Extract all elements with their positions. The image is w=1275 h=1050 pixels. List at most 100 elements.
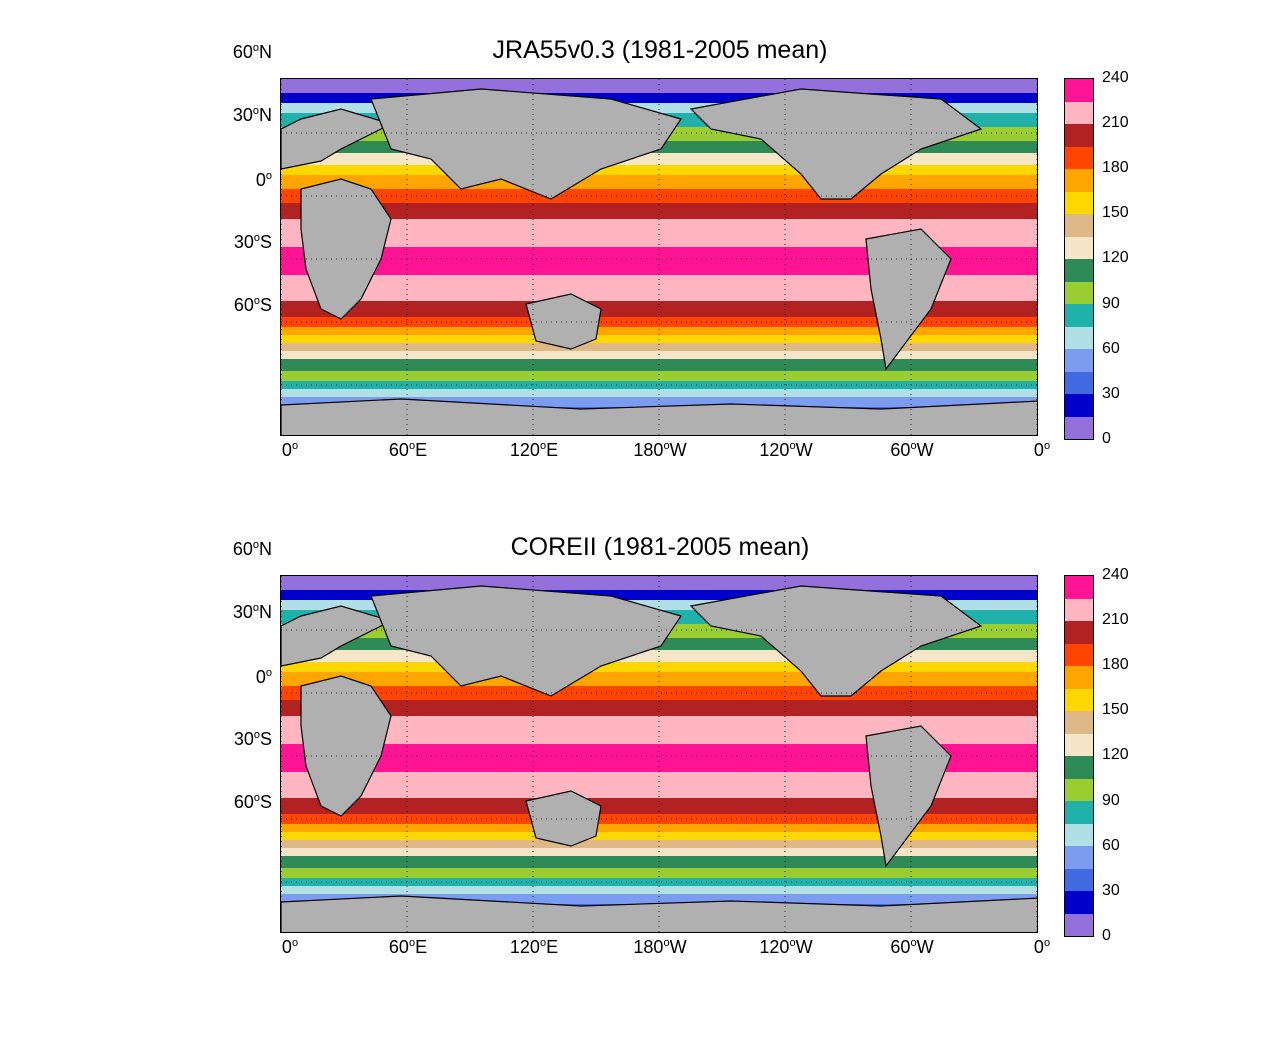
lon-tick-0-end: 0o	[1033, 440, 1051, 460]
land-mass	[281, 398, 1037, 435]
lat-tick-30s: 30oS	[233, 232, 272, 252]
lat-tick-30s: 30oS	[233, 729, 272, 749]
colorbar-label: 120	[1102, 746, 1129, 763]
ocean-field-band	[281, 389, 1037, 397]
colorbar-segment	[1065, 576, 1093, 599]
colorbar-segment	[1065, 778, 1093, 801]
colorbar-segment	[1065, 621, 1093, 644]
lon-tick-120e: 120oE	[509, 937, 559, 957]
colorbar-label: 210	[1102, 611, 1129, 628]
ocean-field-band	[281, 351, 1037, 359]
land-mass	[689, 585, 983, 697]
colorbar-label: 240	[1102, 69, 1129, 86]
colorbar-segment	[1065, 846, 1093, 869]
colorbar-label: 150	[1102, 204, 1129, 221]
ocean-field-band	[281, 397, 1037, 407]
ocean-field-band	[281, 662, 1037, 672]
colorbar-label: 30	[1102, 882, 1120, 899]
lon-tick-120w: 120oW	[759, 937, 813, 957]
ocean-field-band	[281, 103, 1037, 113]
lat-tick-60n: 60oN	[232, 539, 272, 559]
colorbar-label: 60	[1102, 837, 1120, 854]
ocean-field-band	[281, 700, 1037, 716]
ocean-field-band	[281, 335, 1037, 343]
ocean-field-band	[281, 894, 1037, 904]
map-plot-area	[280, 575, 1038, 933]
colorbar-segment	[1065, 416, 1093, 439]
ocean-field-band	[281, 814, 1037, 824]
lon-tick-180w: 180oW	[633, 937, 687, 957]
ocean-field-band	[281, 203, 1037, 219]
colorbar-segment	[1065, 101, 1093, 124]
ocean-field-band	[281, 79, 1037, 93]
land-mass	[689, 88, 983, 200]
ocean-field-band	[281, 878, 1037, 886]
colorbar-label: 180	[1102, 656, 1129, 673]
colorbar-segment	[1065, 688, 1093, 711]
lon-tick-0: 0o	[281, 937, 299, 957]
lon-tick-0: 0o	[281, 440, 299, 460]
ocean-field-band	[281, 686, 1037, 700]
colorbar-label: 0	[1102, 927, 1111, 944]
land-mass	[865, 228, 952, 371]
colorbar-segment	[1065, 304, 1093, 327]
panel-title: JRA55v0.3 (1981-2005 mean)	[492, 36, 828, 64]
colorbar-label: 60	[1102, 340, 1120, 357]
panel-title: COREII (1981-2005 mean)	[510, 533, 810, 561]
lon-tick-120e: 120oE	[509, 440, 559, 460]
colorbar-label: 180	[1102, 159, 1129, 176]
ocean-field-band	[281, 189, 1037, 203]
lon-tick-60w: 60oW	[890, 440, 934, 460]
land-mass	[300, 178, 392, 320]
colorbar-segment	[1065, 281, 1093, 304]
ocean-field-band	[281, 343, 1037, 351]
ocean-field-map	[281, 576, 1037, 932]
ocean-field-band	[281, 327, 1037, 335]
ocean-field-band	[281, 175, 1037, 189]
colorbar-label: 30	[1102, 385, 1120, 402]
ocean-field-band	[281, 856, 1037, 868]
colorbar-segment	[1065, 868, 1093, 891]
ocean-field-band	[281, 93, 1037, 103]
ocean-field-band	[281, 359, 1037, 371]
lat-tick-60s: 60oS	[233, 792, 272, 812]
lon-tick-0-end: 0o	[1033, 937, 1051, 957]
colorbar-segment	[1065, 598, 1093, 621]
land-mass	[525, 790, 602, 847]
colorbar-segment	[1065, 913, 1093, 936]
colorbar	[1064, 78, 1094, 440]
colorbar-segment	[1065, 643, 1093, 666]
ocean-field-band	[281, 317, 1037, 327]
lat-tick-60n: 60oN	[232, 42, 272, 62]
colorbar-label: 150	[1102, 701, 1129, 718]
ocean-field-band	[281, 371, 1037, 381]
colorbar-segment	[1065, 823, 1093, 846]
ocean-field-band	[281, 824, 1037, 832]
colorbar-segment	[1065, 801, 1093, 824]
lon-tick-60w: 60oW	[890, 937, 934, 957]
colorbar-label: 90	[1102, 792, 1120, 809]
colorbar-segment	[1065, 326, 1093, 349]
ocean-field-band	[281, 590, 1037, 600]
ocean-field-band	[281, 165, 1037, 175]
land-mass	[281, 895, 1037, 932]
ocean-field-map	[281, 79, 1037, 435]
ocean-field-band	[281, 381, 1037, 389]
land-mass	[300, 675, 392, 817]
colorbar-segment	[1065, 891, 1093, 914]
lat-tick-30n: 30oN	[232, 602, 272, 622]
map-plot-area	[280, 78, 1038, 436]
colorbar-segment	[1065, 349, 1093, 372]
lon-tick-180w: 180oW	[633, 440, 687, 460]
land-mass	[525, 293, 602, 350]
colorbar-label: 210	[1102, 114, 1129, 131]
lat-tick-0: 0o	[255, 170, 272, 190]
land-mass	[865, 725, 952, 868]
lon-tick-60e: 60oE	[388, 440, 428, 460]
colorbar-segment	[1065, 711, 1093, 734]
colorbar-segment	[1065, 124, 1093, 147]
colorbar-segment	[1065, 371, 1093, 394]
colorbar-segment	[1065, 666, 1093, 689]
ocean-field-band	[281, 848, 1037, 856]
land-mass	[370, 88, 682, 200]
